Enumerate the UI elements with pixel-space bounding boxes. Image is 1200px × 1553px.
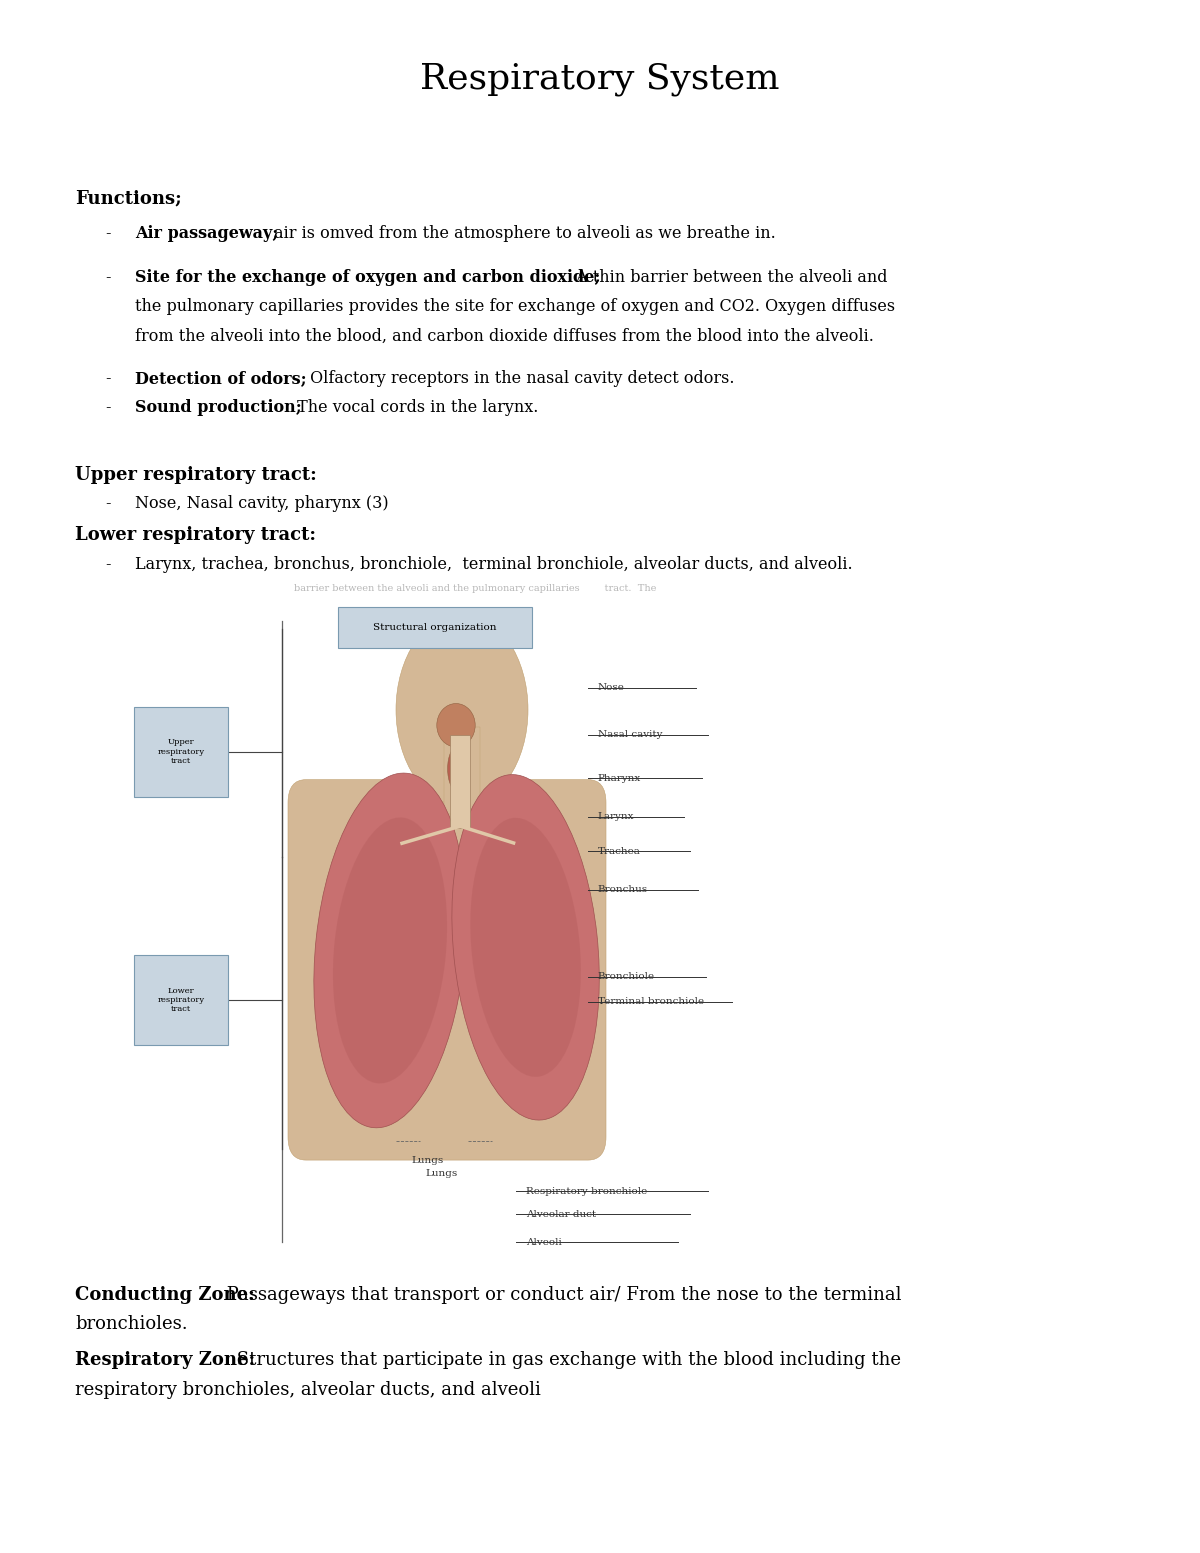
Text: barrier between the alveoli and the pulmonary capillaries        tract.  The: barrier between the alveoli and the pulm… xyxy=(294,584,656,593)
Text: Respiratory bronchiole: Respiratory bronchiole xyxy=(526,1186,647,1196)
Text: Bronchiole: Bronchiole xyxy=(598,972,655,981)
Text: -: - xyxy=(106,495,110,512)
Ellipse shape xyxy=(452,775,599,1120)
Text: Larynx: Larynx xyxy=(598,812,634,822)
Text: Pharynx: Pharynx xyxy=(598,773,641,783)
Text: air is omved from the atmosphere to alveoli as we breathe in.: air is omved from the atmosphere to alve… xyxy=(270,225,776,242)
Text: Lower
respiratory
tract: Lower respiratory tract xyxy=(157,988,205,1013)
Text: Nose: Nose xyxy=(598,683,624,693)
Text: -: - xyxy=(106,370,110,387)
FancyBboxPatch shape xyxy=(338,607,532,648)
Text: Nose, Nasal cavity, pharynx (3): Nose, Nasal cavity, pharynx (3) xyxy=(134,495,389,512)
Text: Lower respiratory tract:: Lower respiratory tract: xyxy=(74,526,316,545)
Text: A thin barrier between the alveoli and: A thin barrier between the alveoli and xyxy=(571,269,887,286)
Text: -: - xyxy=(106,225,110,242)
Text: Detection of odors;: Detection of odors; xyxy=(134,370,307,387)
Ellipse shape xyxy=(332,817,448,1084)
FancyBboxPatch shape xyxy=(134,955,228,1045)
Text: bronchioles.: bronchioles. xyxy=(74,1315,187,1334)
Text: Upper respiratory tract:: Upper respiratory tract: xyxy=(74,466,317,485)
Text: Upper
respiratory
tract: Upper respiratory tract xyxy=(157,739,205,764)
Text: Trachea: Trachea xyxy=(598,846,641,856)
Text: Sound production;: Sound production; xyxy=(134,399,301,416)
Text: Lungs: Lungs xyxy=(426,1169,457,1179)
Text: -: - xyxy=(106,269,110,286)
Text: Air passageway;: Air passageway; xyxy=(134,225,278,242)
FancyBboxPatch shape xyxy=(288,780,606,1160)
Text: -: - xyxy=(106,556,110,573)
Ellipse shape xyxy=(448,745,469,792)
Text: Respiratory Zone:: Respiratory Zone: xyxy=(74,1351,256,1370)
FancyBboxPatch shape xyxy=(450,735,470,828)
Text: Structures that participate in gas exchange with the blood including the: Structures that participate in gas excha… xyxy=(230,1351,901,1370)
Ellipse shape xyxy=(470,818,581,1076)
Text: Alveolar duct: Alveolar duct xyxy=(526,1210,595,1219)
Ellipse shape xyxy=(396,613,528,806)
Text: Olfactory receptors in the nasal cavity detect odors.: Olfactory receptors in the nasal cavity … xyxy=(305,370,734,387)
Ellipse shape xyxy=(314,773,466,1127)
Text: Larynx, trachea, bronchus, bronchiole,  terminal bronchiole, alveolar ducts, and: Larynx, trachea, bronchus, bronchiole, t… xyxy=(134,556,853,573)
Text: Structural organization: Structural organization xyxy=(373,623,497,632)
Text: Respiratory System: Respiratory System xyxy=(420,62,780,96)
Text: Terminal bronchiole: Terminal bronchiole xyxy=(598,997,703,1006)
Text: Conducting Zone:: Conducting Zone: xyxy=(74,1286,254,1305)
Text: Bronchus: Bronchus xyxy=(598,885,648,895)
Text: the pulmonary capillaries provides the site for exchange of oxygen and CO2. Oxyg: the pulmonary capillaries provides the s… xyxy=(134,298,895,315)
Text: The vocal cords in the larynx.: The vocal cords in the larynx. xyxy=(293,399,539,416)
Text: Passageways that transport or conduct air/ From the nose to the terminal: Passageways that transport or conduct ai… xyxy=(222,1286,902,1305)
Text: -: - xyxy=(106,399,110,416)
Ellipse shape xyxy=(437,704,475,747)
Text: Site for the exchange of oxygen and carbon dioxide;: Site for the exchange of oxygen and carb… xyxy=(134,269,600,286)
FancyBboxPatch shape xyxy=(134,707,228,797)
Text: from the alveoli into the blood, and carbon dioxide diffuses from the blood into: from the alveoli into the blood, and car… xyxy=(134,328,874,345)
Text: Lungs: Lungs xyxy=(412,1155,444,1165)
Text: respiratory bronchioles, alveolar ducts, and alveoli: respiratory bronchioles, alveolar ducts,… xyxy=(74,1381,541,1399)
Text: Nasal cavity: Nasal cavity xyxy=(598,730,662,739)
FancyBboxPatch shape xyxy=(444,727,480,814)
Text: Functions;: Functions; xyxy=(74,189,181,208)
Text: Alveoli: Alveoli xyxy=(526,1238,562,1247)
